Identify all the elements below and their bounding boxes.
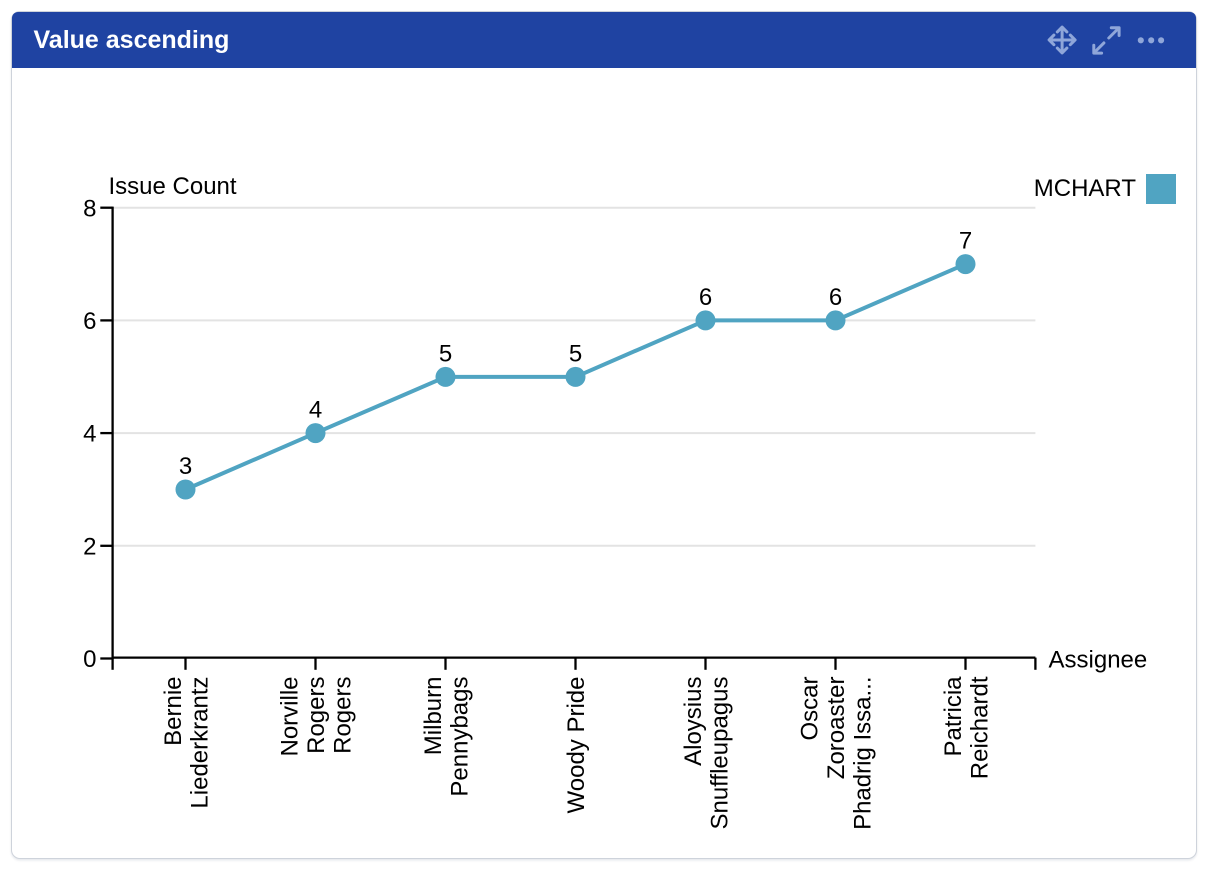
svg-text:8: 8 (83, 195, 96, 222)
svg-text:Issue Count: Issue Count (109, 173, 237, 200)
svg-text:MCHART: MCHART (1034, 175, 1137, 202)
svg-text:Woody Pride: Woody Pride (563, 677, 590, 814)
svg-text:6: 6 (83, 308, 96, 335)
svg-text:6: 6 (829, 284, 842, 311)
svg-text:Assignee: Assignee (1049, 647, 1148, 674)
svg-text:7: 7 (959, 228, 972, 255)
svg-text:3: 3 (179, 453, 192, 480)
svg-text:Pennybags: Pennybags (446, 677, 473, 797)
svg-text:Liederkrantz: Liederkrantz (186, 677, 213, 809)
svg-text:4: 4 (83, 421, 96, 448)
svg-text:4: 4 (309, 397, 322, 424)
svg-text:5: 5 (439, 340, 452, 367)
svg-text:Milburn: Milburn (420, 677, 447, 756)
svg-text:Norville: Norville (277, 677, 304, 757)
svg-text:Reichardt: Reichardt (966, 676, 993, 779)
svg-text:6: 6 (699, 284, 712, 311)
svg-text:Snuffleupagus: Snuffleupagus (706, 677, 733, 830)
svg-text:Rogers: Rogers (303, 677, 330, 754)
svg-text:Aloysius: Aloysius (680, 677, 707, 766)
svg-text:5: 5 (569, 340, 582, 367)
svg-text:Zoroaster: Zoroaster (823, 676, 850, 779)
svg-text:Oscar: Oscar (797, 677, 824, 741)
svg-text:Bernie: Bernie (160, 677, 187, 746)
svg-text:Phadrig Issa...: Phadrig Issa... (850, 677, 877, 830)
svg-text:Patricia: Patricia (940, 676, 967, 757)
svg-text:0: 0 (83, 646, 96, 673)
svg-text:Rogers: Rogers (330, 677, 357, 754)
svg-text:2: 2 (83, 533, 96, 560)
svg-text:Value ascending: Value ascending (34, 26, 230, 54)
